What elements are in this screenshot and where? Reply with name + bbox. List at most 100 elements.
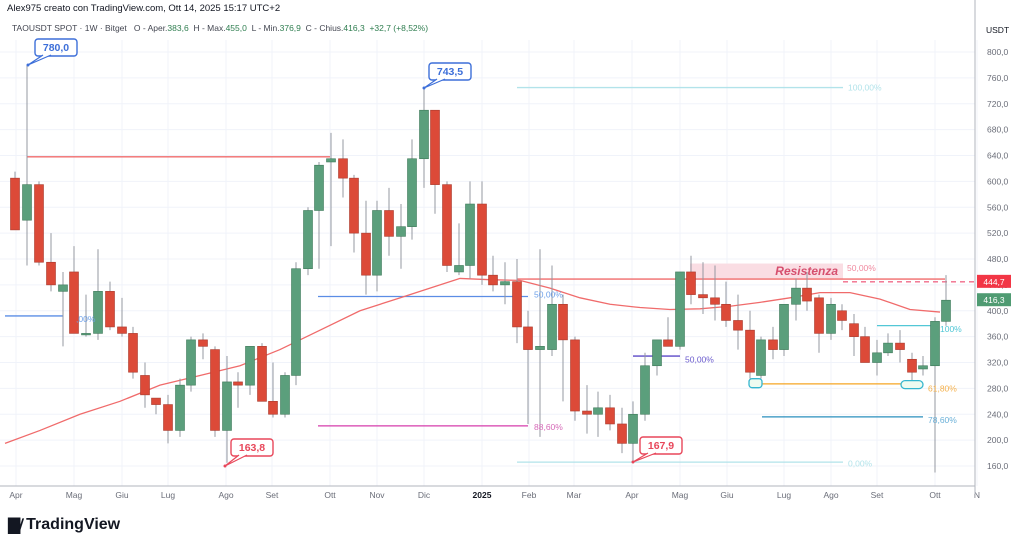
candle — [46, 261, 56, 286]
candle — [175, 384, 185, 431]
candle — [384, 210, 394, 237]
close-label: C - Chius. — [305, 23, 344, 33]
candle — [419, 109, 429, 160]
time-tick: Mag — [66, 490, 83, 500]
time-tick: Lug — [161, 490, 175, 500]
price-tick: 400,0 — [987, 306, 1009, 316]
candle — [860, 336, 870, 363]
time-tick: Set — [266, 490, 279, 500]
close-value: 416,3 — [343, 23, 365, 33]
candle — [128, 333, 138, 373]
candle — [268, 401, 278, 415]
candle — [628, 413, 638, 444]
candle — [69, 271, 79, 334]
price-tick: 560,0 — [987, 202, 1009, 212]
candle — [465, 203, 475, 266]
candle — [872, 352, 882, 363]
candle — [756, 339, 766, 376]
candle — [686, 271, 696, 295]
candle — [210, 349, 220, 431]
candle — [582, 410, 592, 415]
svg-text:167,9: 167,9 — [648, 440, 674, 452]
candle — [222, 381, 232, 431]
candle — [558, 303, 568, 341]
price-tick: 640,0 — [987, 151, 1009, 161]
fib-100-label: 100,00% — [848, 83, 882, 93]
callout-743: 743,5 — [422, 62, 472, 90]
tradingview-logo-text: TradingView — [26, 515, 121, 533]
last-price-badge — [977, 293, 1011, 307]
candle — [488, 274, 498, 286]
fib-50-blue-label: 50,00% — [534, 290, 563, 300]
candle — [58, 284, 68, 292]
price-tick: 160,0 — [987, 461, 1009, 471]
time-tick: Nov — [369, 490, 385, 500]
candle — [814, 297, 824, 334]
time-tick: Feb — [522, 490, 537, 500]
candle — [570, 339, 580, 412]
candle — [314, 164, 324, 211]
price-tick: 720,0 — [987, 99, 1009, 109]
candle — [779, 303, 789, 350]
candle — [675, 271, 685, 347]
candle — [198, 339, 208, 347]
candles — [10, 64, 951, 473]
svg-text:416,3: 416,3 — [983, 295, 1005, 305]
price-tick: 520,0 — [987, 228, 1009, 238]
candle — [930, 321, 940, 367]
tradingview-logo[interactable]: ▇∕ TradingView — [8, 515, 120, 534]
candle — [883, 342, 893, 354]
change-value: +32,7 (+8,52%) — [369, 23, 429, 33]
price-tick: 280,0 — [987, 383, 1009, 393]
candle — [81, 333, 91, 336]
candle — [512, 281, 522, 328]
candle — [663, 339, 673, 347]
symbol-name[interactable]: TAOUSDT SPOT · 1W · Bitget — [12, 23, 127, 33]
time-tick: 2025 — [473, 490, 492, 500]
candle — [895, 342, 905, 350]
candle — [442, 184, 452, 266]
time-tick: Dic — [418, 490, 431, 500]
low-marker-2 — [900, 379, 924, 390]
callout-780: 780,0 — [26, 38, 78, 67]
candle — [407, 158, 417, 227]
candle — [93, 291, 103, 334]
candle — [802, 287, 812, 302]
callout-163: 163,8 — [223, 438, 274, 468]
high-value: 455,0 — [225, 23, 247, 33]
callout-167: 167,9 — [631, 436, 683, 464]
candle — [477, 203, 487, 276]
price-tick: 200,0 — [987, 435, 1009, 445]
candle — [535, 346, 545, 350]
price-tick: 320,0 — [987, 358, 1009, 368]
symbol-legend: TAOUSDT SPOT · 1W · Bitget O - Aper.383,… — [12, 23, 428, 33]
candle — [151, 397, 161, 405]
fib-0-label: 0,00% — [848, 458, 873, 468]
horizontal-levels — [5, 86, 975, 463]
fib-786-label: 78,60% — [928, 415, 957, 425]
candle — [34, 184, 44, 263]
annotations: Resistenza 100,00% 50,00% 50,00% 50,00% 88,60… — [26, 38, 962, 468]
candle — [605, 407, 615, 425]
svg-text:163,8: 163,8 — [239, 442, 265, 454]
fib-100-right-label: 100% — [940, 324, 962, 334]
candle — [396, 226, 406, 237]
candle — [907, 358, 917, 373]
time-tick: Mag — [672, 490, 689, 500]
candle — [303, 210, 313, 270]
candle — [698, 294, 708, 299]
candle — [10, 177, 20, 231]
fib-50-resistance-label: 50,00% — [847, 263, 876, 273]
price-tick: 680,0 — [987, 125, 1009, 135]
svg-text:780,0: 780,0 — [43, 42, 69, 54]
resistance-label: Resistenza — [775, 264, 838, 278]
candle — [233, 381, 243, 386]
time-tick: Ott — [324, 490, 336, 500]
fib-50-purple-label: 50,00% — [685, 354, 714, 364]
low-value: 376,9 — [279, 23, 301, 33]
candle — [593, 407, 603, 415]
candle — [257, 346, 267, 402]
svg-text:444,7: 444,7 — [983, 277, 1005, 287]
time-tick: Apr — [9, 490, 22, 500]
